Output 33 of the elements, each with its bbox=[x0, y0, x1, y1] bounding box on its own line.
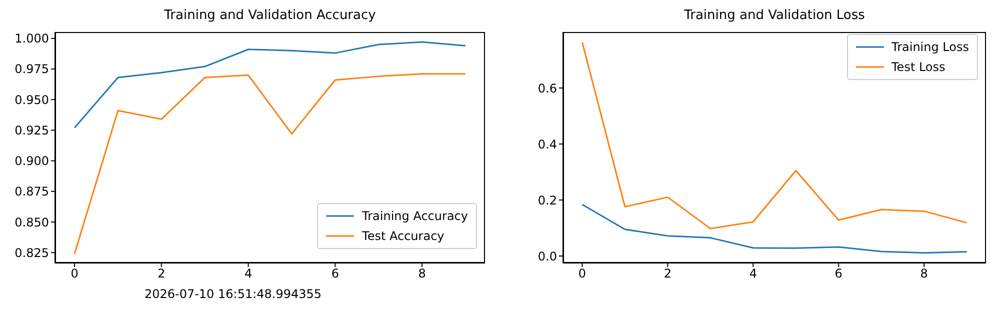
y-tick-label: 0.900 bbox=[14, 154, 49, 168]
y-tick-label: 0.0 bbox=[538, 249, 557, 264]
y-tick-label: 0.975 bbox=[14, 62, 49, 76]
x-tick-label: 2 bbox=[664, 266, 672, 281]
y-tick-label: 0.4 bbox=[538, 137, 557, 152]
x-tick-label: 6 bbox=[834, 266, 842, 281]
legend-label: Test Accuracy bbox=[362, 229, 444, 243]
legend-label: Training Accuracy bbox=[362, 209, 468, 223]
line-series bbox=[581, 204, 968, 254]
y-tick-label: 0.925 bbox=[14, 123, 49, 138]
x-tick-label: 0 bbox=[70, 266, 78, 281]
line-series bbox=[74, 73, 466, 255]
x-tick-label: 4 bbox=[244, 266, 252, 281]
line-series bbox=[74, 41, 466, 128]
x-tick-label: 0 bbox=[578, 266, 586, 281]
y-tick-label: 0.825 bbox=[14, 246, 49, 260]
x-tick-label: 8 bbox=[418, 266, 426, 281]
line-series bbox=[581, 42, 968, 230]
chart-title: Training and Validation Loss bbox=[683, 8, 866, 25]
y-tick-label: 0.875 bbox=[14, 184, 49, 199]
y-tick-label: 0.850 bbox=[14, 215, 49, 230]
chart-title: Training and Validation Accuracy bbox=[163, 8, 377, 25]
legend-label: Training Loss bbox=[892, 40, 969, 54]
y-tick-label: 0.2 bbox=[538, 193, 557, 208]
x-tick-label: 2 bbox=[158, 266, 166, 281]
y-tick-label: 1.000 bbox=[14, 32, 49, 46]
x-tick-label: 8 bbox=[920, 266, 928, 281]
x-tick-label: 6 bbox=[331, 266, 339, 281]
legend-label: Test Loss bbox=[892, 60, 946, 74]
x-tick-label: 4 bbox=[749, 266, 757, 281]
y-tick-label: 0.6 bbox=[538, 81, 557, 96]
y-tick-label: 0.950 bbox=[14, 92, 49, 107]
text: 2026-07-10 16:51:48.994355 bbox=[143, 287, 323, 301]
